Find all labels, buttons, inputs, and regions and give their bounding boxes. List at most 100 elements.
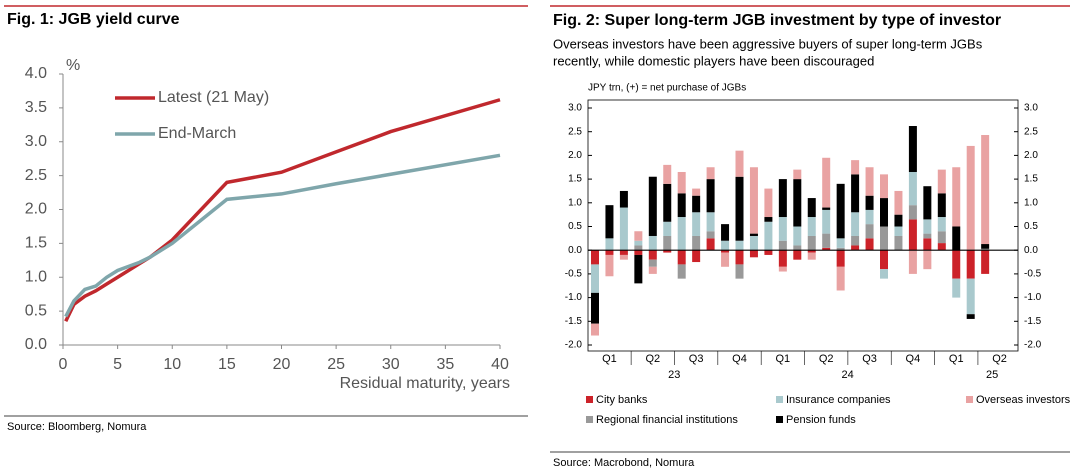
bar bbox=[692, 195, 701, 213]
bar bbox=[634, 254, 643, 284]
y-tick-label: 0.5 bbox=[25, 302, 47, 319]
y-tick-label: 2.0 bbox=[25, 201, 47, 218]
bar bbox=[923, 219, 932, 234]
bar bbox=[880, 198, 888, 227]
bar bbox=[923, 238, 932, 251]
bar bbox=[793, 169, 802, 180]
bar bbox=[836, 183, 845, 239]
bar bbox=[937, 231, 946, 244]
y2-tick-label: 1.0 bbox=[1024, 197, 1038, 208]
bar bbox=[981, 135, 990, 245]
source: Source: Macrobond, Nomura bbox=[553, 457, 695, 469]
bar bbox=[908, 205, 917, 220]
legend-label: Pension funds bbox=[786, 414, 856, 426]
bar bbox=[749, 250, 758, 258]
y-tick-label: 2.5 bbox=[25, 167, 47, 184]
x-tick-label: Q2 bbox=[819, 353, 834, 365]
bar bbox=[952, 167, 961, 227]
x-tick-label: Q1 bbox=[602, 353, 617, 365]
y-tick-label: 3.0 bbox=[25, 133, 47, 150]
source: Source: Bloomberg, Nomura bbox=[7, 421, 147, 433]
subtitle: Overseas investors have been aggressive … bbox=[553, 36, 983, 51]
bar bbox=[764, 188, 773, 218]
bar bbox=[619, 250, 628, 255]
bar bbox=[822, 209, 831, 234]
bar bbox=[952, 250, 961, 279]
bar bbox=[749, 235, 758, 251]
bar bbox=[591, 264, 599, 293]
bar bbox=[923, 233, 932, 239]
legend-swatch bbox=[586, 416, 593, 423]
bar bbox=[807, 252, 816, 260]
bar bbox=[605, 205, 614, 239]
bar bbox=[706, 179, 715, 213]
x-tick-label: Q4 bbox=[732, 353, 747, 365]
bar bbox=[706, 212, 715, 232]
bar bbox=[764, 221, 773, 251]
y2-tick-label: 1.5 bbox=[1024, 174, 1038, 185]
bar bbox=[663, 221, 672, 236]
bar bbox=[778, 179, 787, 218]
bar bbox=[923, 186, 932, 220]
line bbox=[64, 153, 501, 318]
year-label: 24 bbox=[842, 369, 854, 381]
y2-tick-label: -2.0 bbox=[1024, 340, 1042, 351]
bar bbox=[865, 195, 874, 210]
bar bbox=[634, 231, 643, 241]
y2-tick-label: 2.5 bbox=[1024, 126, 1038, 137]
y-tick-label: -0.5 bbox=[565, 269, 583, 280]
bar bbox=[677, 217, 686, 251]
bar bbox=[836, 247, 845, 251]
bar bbox=[908, 171, 917, 206]
bar bbox=[836, 238, 845, 248]
bar bbox=[865, 209, 874, 225]
bar bbox=[937, 169, 946, 194]
bar bbox=[692, 250, 701, 263]
bar bbox=[822, 247, 831, 251]
y-tick-label: -2.0 bbox=[565, 340, 583, 351]
bar bbox=[706, 231, 715, 239]
bar bbox=[735, 150, 744, 177]
bar bbox=[851, 174, 860, 213]
x-tick-label: 0 bbox=[59, 356, 68, 373]
x-tick-label: Q2 bbox=[645, 353, 660, 365]
bar bbox=[908, 250, 917, 274]
legend-swatch bbox=[966, 396, 973, 403]
bar bbox=[865, 224, 874, 239]
bar bbox=[677, 193, 686, 218]
bar bbox=[591, 323, 599, 336]
bar bbox=[692, 235, 701, 251]
bar bbox=[619, 254, 628, 260]
bar bbox=[735, 176, 744, 241]
y-tick-label: 1.0 bbox=[568, 197, 582, 208]
bar bbox=[663, 235, 672, 251]
bar bbox=[677, 171, 686, 194]
x-tick-label: 30 bbox=[382, 356, 400, 373]
bar bbox=[721, 240, 730, 251]
bar bbox=[735, 250, 744, 265]
bar bbox=[880, 174, 888, 199]
y2-tick-label: -1.5 bbox=[1024, 316, 1042, 327]
x-tick-label: Q1 bbox=[949, 353, 964, 365]
legend-label: End-March bbox=[158, 125, 236, 142]
x-tick-label: 35 bbox=[436, 356, 454, 373]
bar bbox=[981, 244, 990, 249]
y-tick-label: 4.0 bbox=[25, 65, 47, 82]
bar bbox=[721, 250, 730, 253]
bar bbox=[894, 226, 903, 236]
bar bbox=[880, 269, 888, 279]
x-label: Residual maturity, years bbox=[340, 375, 510, 392]
year-label: 23 bbox=[668, 369, 680, 381]
bar bbox=[634, 240, 643, 246]
bar bbox=[966, 250, 975, 279]
year-label: 25 bbox=[986, 369, 998, 381]
bar bbox=[894, 190, 903, 215]
y-label: JPY trn, (+) = net purchase of JGBs bbox=[588, 83, 746, 94]
bar bbox=[822, 233, 831, 248]
x-tick-label: Q3 bbox=[689, 353, 704, 365]
x-tick-label: 5 bbox=[113, 356, 122, 373]
bar bbox=[764, 217, 773, 222]
bar bbox=[807, 198, 816, 218]
y-tick-label: 0.0 bbox=[568, 245, 582, 256]
